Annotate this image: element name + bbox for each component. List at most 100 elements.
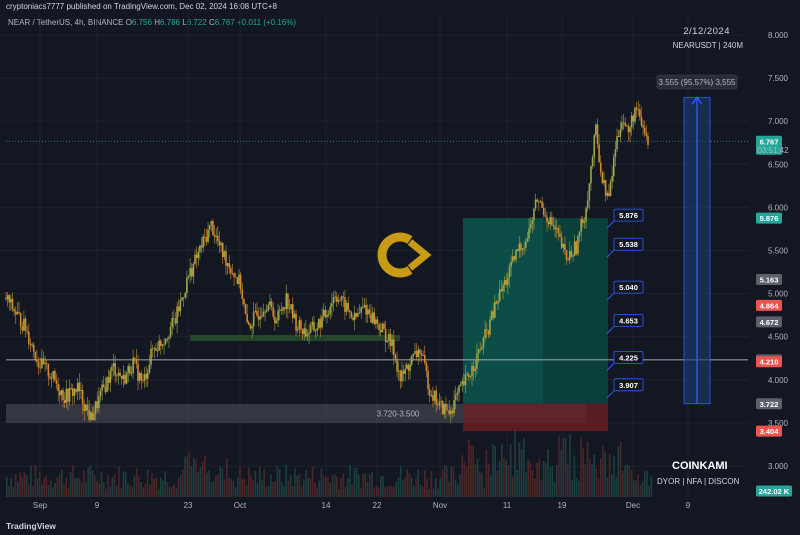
volume-bar [597,478,600,497]
volume-bar [63,485,65,497]
candle-body [257,315,260,320]
volume-bar [153,478,155,497]
volume-bar [221,468,224,497]
price-tag-label: 5.876 [760,214,779,223]
volume-bar [589,459,591,497]
volume-bar [325,477,327,497]
candle-body [32,344,35,352]
volume-bar [89,465,92,497]
volume-bar [415,478,417,497]
low-value: 6.722 [186,18,207,27]
volume-bar [408,473,411,497]
volume-bar [514,428,516,497]
volume-bar [421,486,424,497]
price-range-arrow-head [691,96,703,105]
volume-bar [562,437,565,497]
candle-body [254,310,257,313]
volume-bar [193,457,195,497]
price-chart[interactable]: 3.720-3.500 3.555 (95.57%) 3,555 5.8765.… [0,0,800,517]
candle-body [588,183,591,201]
volume-bar [355,467,358,497]
publisher-text: cryptoniacs7777 published on TradingView… [6,2,277,11]
volume-bar [122,471,125,497]
candle-body [601,172,604,184]
volume-bar [87,467,89,497]
tradingview-logo[interactable]: TradingView [6,521,56,531]
candle-body [68,388,71,402]
volume-bar [30,465,32,497]
volume-bar [437,488,439,497]
candle-body [50,378,53,379]
price-axis-tick-label: 8.000 [768,31,789,40]
candle-body [345,302,348,312]
volume-bar [615,477,617,497]
candle-body [24,318,27,331]
candle-body [410,356,413,365]
support-zone[interactable] [6,403,586,423]
volume-bar [256,483,259,497]
volume-bar [501,443,503,497]
price-tag-label: 5.163 [760,276,779,285]
volume-bar [173,484,175,497]
price-tag-box [756,316,782,328]
candle-body [6,295,9,300]
candle-body [593,135,596,158]
candle-body [347,302,349,311]
candle-body [438,401,441,406]
volume-bar [397,477,400,497]
candle-body [542,207,545,216]
candle-body [358,312,361,314]
candle-body [508,266,511,278]
volume-bar [604,452,606,497]
candle-body [485,329,488,331]
candle-body [171,318,174,328]
price-axis-tick-label: 7.500 [768,74,789,83]
candle-body [274,316,276,324]
candle-body [67,388,69,402]
volume-bar [17,481,19,497]
volume-bar [487,463,490,497]
candle-body [498,289,501,302]
candle-body [314,330,317,332]
volume-bar [600,458,602,497]
candle-body [598,144,600,163]
candle-body [331,303,333,307]
candle-body [469,376,472,377]
volume-bar [580,436,582,497]
long-position-stop-box[interactable] [463,403,608,432]
open-value: 6.756 [131,18,152,27]
volume-bar [534,478,536,497]
volume-bar [190,466,193,497]
price-tag-box [756,356,782,368]
time-axis-tick-label: Sep [33,501,48,510]
volume-bar [483,487,485,497]
volume-bar [298,473,301,497]
price-tag-countdown: 03:51:42 [757,146,789,155]
candle-body [422,355,424,356]
volume-bar [100,471,103,497]
time-axis[interactable]: Sep 9 23 Oct 14 22 Nov 11 19 Dec 9 [33,501,691,510]
candle-body [332,297,335,304]
candle-body [236,277,239,284]
candle-body [29,343,32,346]
volume-bar [135,467,138,497]
candle-body [448,410,451,415]
candle-body [494,301,496,318]
candle-body [176,306,178,324]
candle-body [324,309,327,318]
volume-bar [210,481,213,497]
volume-bar [254,470,257,497]
volume-bar [446,465,448,497]
candle-body [169,327,172,338]
price-axis[interactable]: 8.000 7.500 7.000 6.500 6.000 5.500 5.000 4.500… [768,31,789,471]
volume-bar [307,477,309,497]
candle-body [577,235,579,254]
candle-body [142,380,144,382]
candle-body [116,375,118,377]
candle-body [510,261,512,267]
symbol-text[interactable]: NEAR / TetherUS, 4h, BINANCE [8,18,124,27]
volume-bar [109,486,111,497]
green-resistance-band[interactable] [190,334,400,342]
volume-bar [578,480,580,497]
candle-body [627,125,630,133]
